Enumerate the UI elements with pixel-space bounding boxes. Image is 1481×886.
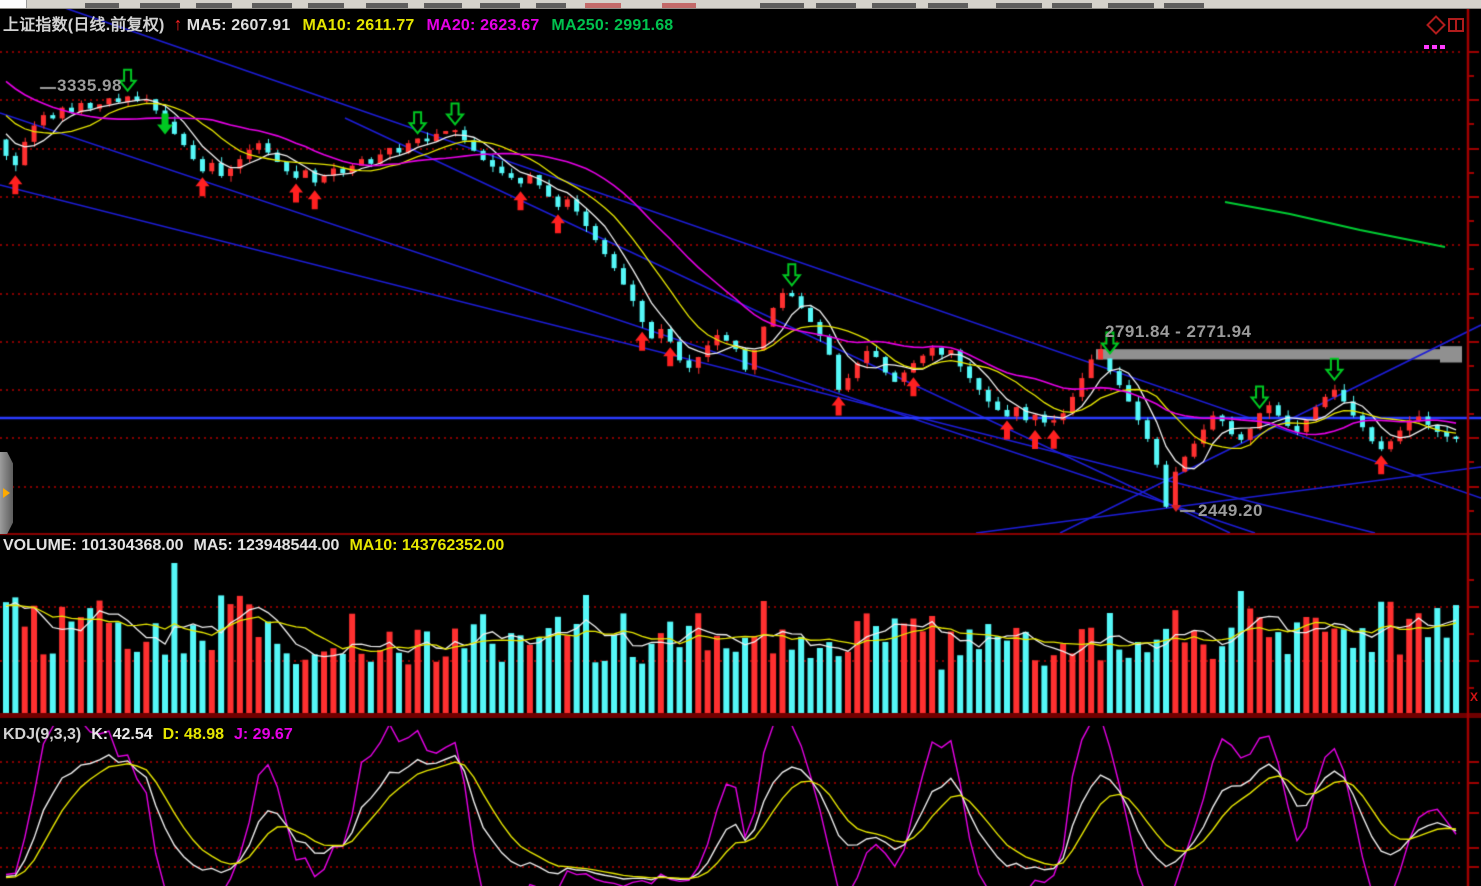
top-menu-bar[interactable] xyxy=(0,0,1481,9)
symbol-title[interactable]: 上证指数(日线.前复权) xyxy=(3,17,165,34)
trend-up-arrow-icon: ↑ xyxy=(173,14,183,34)
peak-price-label: 3335.98 xyxy=(57,76,122,95)
volume-ma5-readout: MA5: 123948544.00 xyxy=(193,537,340,554)
kdj-header: KDJ(9,3,3) K: 42.54 D: 48.98 J: 29.67 xyxy=(3,726,293,744)
sidebar-expand-tab[interactable] xyxy=(0,452,13,534)
close-pane-icon[interactable]: X xyxy=(1470,690,1479,704)
volume-ma10-readout: MA10: 143762352.00 xyxy=(349,537,505,554)
gap-range-label: 2791.84 - 2771.94 xyxy=(1105,322,1252,341)
volume-header: VOLUME: 101304368.00 MA5: 123948544.00 MA1… xyxy=(3,537,504,555)
kdj-k-readout: K: 42.54 xyxy=(91,726,153,743)
menu-logo-box xyxy=(0,0,27,8)
expand-arrow-icon xyxy=(3,488,10,498)
kdj-d-readout: D: 48.98 xyxy=(162,726,224,743)
chart-header: 上证指数(日线.前复权) ↑ MA5: 2607.91 MA10: 2611.77 MA… xyxy=(3,11,673,35)
more-dots-icon[interactable] xyxy=(1424,36,1448,54)
ma5-readout: MA5: 2607.91 xyxy=(186,17,291,34)
ma250-readout: MA250: 2991.68 xyxy=(551,17,674,34)
volume-readout: VOLUME: 101304368.00 xyxy=(3,537,184,554)
low-price-label: 2449.20 xyxy=(1198,501,1263,520)
ma20-readout: MA20: 2623.67 xyxy=(426,17,540,34)
window-icon[interactable] xyxy=(1448,18,1464,32)
kdj-name: KDJ(9,3,3) xyxy=(3,726,82,743)
window-icon-pane xyxy=(1455,20,1460,30)
ma10-readout: MA10: 2611.77 xyxy=(302,17,415,34)
kdj-j-readout: J: 29.67 xyxy=(234,726,293,743)
